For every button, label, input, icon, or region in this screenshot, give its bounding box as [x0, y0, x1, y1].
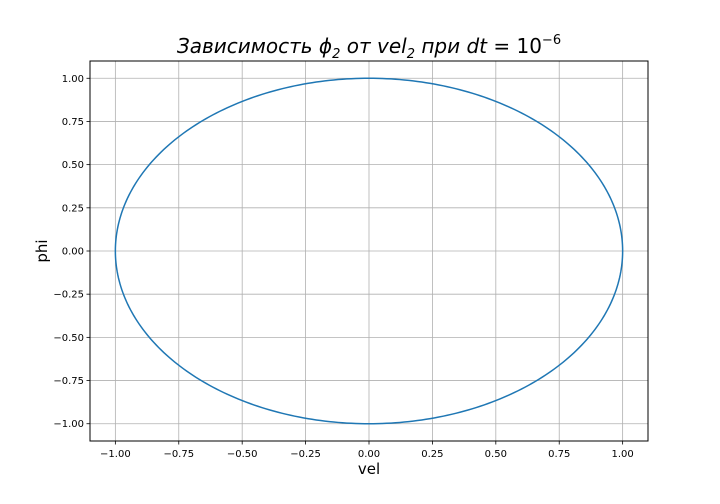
x-axis-ticks: −1.00 −0.75 −0.50 −0.25 0.00 0.25 0.50 0.75 1.00: [100, 441, 634, 460]
title-eq: = 10: [487, 34, 542, 58]
y-tick-label: 0.75: [62, 117, 84, 128]
y-tick-label: −0.75: [53, 376, 84, 387]
x-tick-label: −1.00: [100, 449, 131, 460]
x-tick-label: −0.50: [227, 449, 258, 460]
series-layer: [114, 77, 624, 425]
y-tick-label: 0.50: [62, 160, 84, 171]
x-tick-label: 0.25: [421, 449, 443, 460]
x-tick-label: 0.50: [485, 449, 507, 460]
title-phi: ϕ: [319, 34, 332, 58]
series-line: [114, 77, 624, 425]
y-tick-label: −0.50: [53, 333, 84, 344]
title-post: при: [415, 34, 466, 58]
y-tick-label: 0.00: [62, 247, 84, 258]
x-axis-label: vel: [358, 460, 380, 478]
x-tick-label: −0.25: [290, 449, 321, 460]
title-vel-sub: 2: [407, 47, 415, 62]
y-axis-label: phi: [33, 239, 51, 262]
title-vel: vel: [377, 34, 407, 58]
title-prefix: Зависимость: [177, 34, 319, 58]
x-tick-label: 0.00: [358, 449, 380, 460]
y-tick-label: −1.00: [53, 419, 84, 430]
title-exp: −6: [542, 33, 561, 48]
chart-title: Зависимость ϕ2 от vel2 при dt = 10−6: [177, 33, 561, 62]
x-tick-label: −0.75: [163, 449, 194, 460]
y-tick-label: 0.25: [62, 203, 84, 214]
title-phi-sub: 2: [332, 47, 340, 62]
y-tick-label: 1.00: [62, 74, 84, 85]
x-tick-label: 1.00: [612, 449, 634, 460]
y-tick-label: −0.25: [53, 290, 84, 301]
x-tick-label: 0.75: [548, 449, 570, 460]
title-mid: от: [340, 34, 377, 58]
title-dt: dt: [466, 34, 488, 58]
y-axis-ticks: 1.00 0.75 0.50 0.25 0.00 −0.25 −0.50 −0.75 −1.00: [53, 74, 90, 430]
